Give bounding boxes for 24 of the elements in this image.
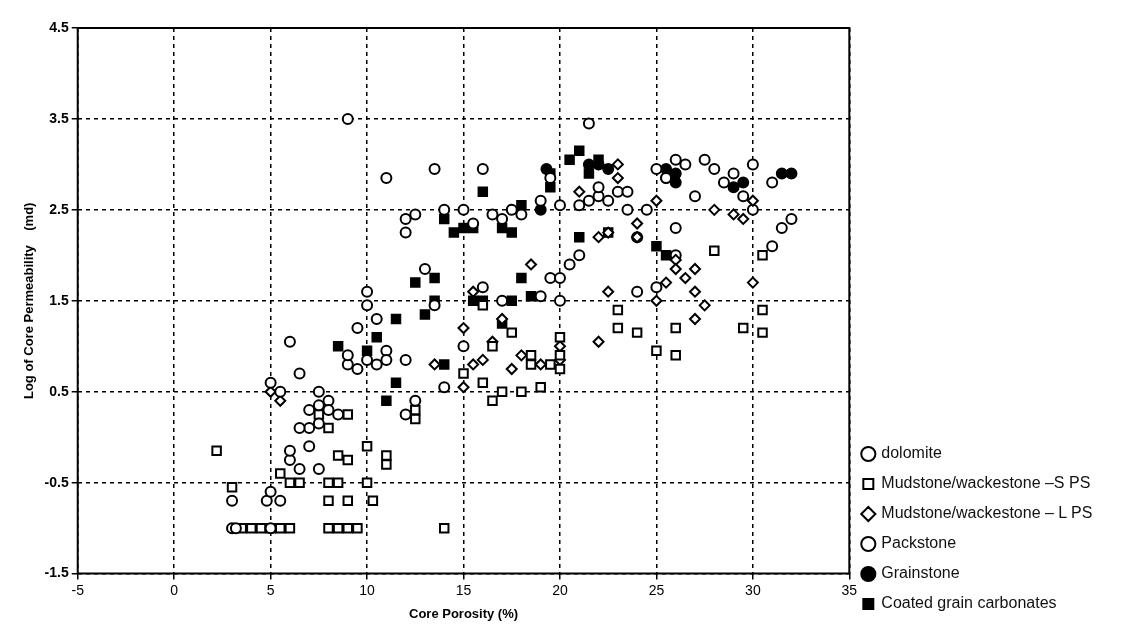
legend-label: Coated grain carbonates — [881, 594, 1057, 612]
x-tick-label: 0 — [170, 581, 179, 598]
x-tick-label: 15 — [455, 581, 472, 598]
x-tick-label: 30 — [745, 581, 761, 598]
y-axis-title: Log of Core Permeability (md) — [21, 202, 37, 400]
x-axis-title: Core Porosity (%) — [408, 605, 519, 621]
legend-label: dolomite — [881, 444, 942, 462]
legend-label: Grainstone — [881, 564, 960, 582]
x-tick-label: 35 — [841, 581, 858, 598]
x-tick-label: 5 — [266, 581, 275, 598]
y-tick-label: -0.5 — [44, 473, 69, 490]
x-tick-label: 20 — [552, 581, 568, 598]
y-tick-label: 1.5 — [49, 291, 69, 308]
legend-label: Mudstone/wackestone –S PS — [881, 474, 1091, 492]
y-tick-label: 4.5 — [49, 18, 69, 35]
legend-label: Mudstone/wackestone – L PS — [881, 504, 1093, 522]
legend-label: Packstone — [881, 534, 957, 552]
y-tick-label: -1.5 — [44, 564, 69, 581]
y-tick-label: 2.5 — [49, 200, 69, 217]
y-tick-label: 0.5 — [49, 382, 69, 399]
x-tick-label: -5 — [71, 581, 85, 598]
x-tick-label: 10 — [359, 581, 376, 598]
y-tick-label: 3.5 — [49, 109, 69, 126]
x-tick-label: 25 — [648, 581, 665, 598]
